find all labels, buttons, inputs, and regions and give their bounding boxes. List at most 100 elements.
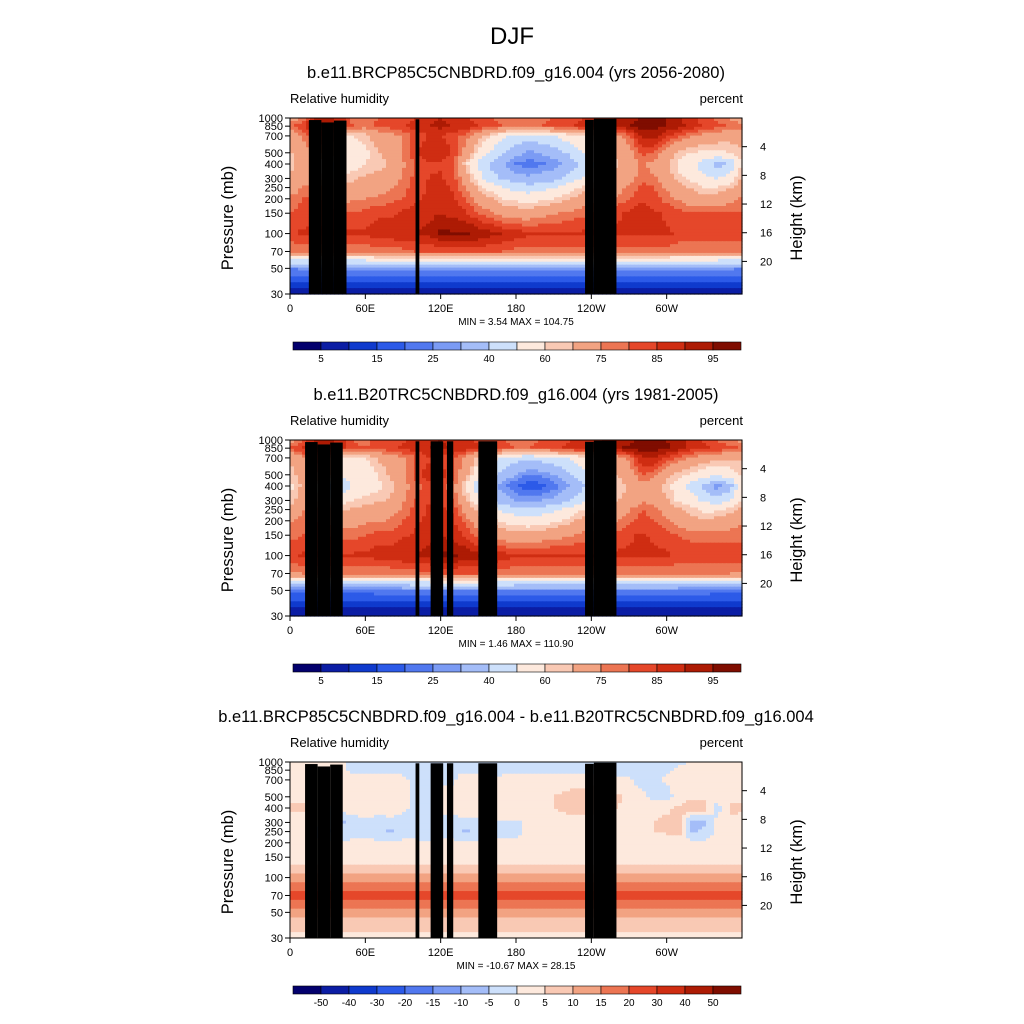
field-cell	[390, 138, 395, 143]
field-cell	[494, 153, 499, 157]
field-cell	[690, 147, 695, 151]
field-cell	[574, 138, 579, 143]
field-cell	[666, 120, 671, 125]
field-cell	[534, 153, 539, 157]
field-cell	[554, 129, 559, 134]
field-cell	[738, 129, 743, 134]
field-cell	[482, 126, 487, 131]
field-cell	[650, 153, 655, 157]
field-cell	[686, 150, 691, 154]
field-cell	[718, 118, 723, 122]
field-cell	[618, 118, 623, 122]
field-cell	[518, 126, 523, 131]
field-cell	[578, 144, 583, 148]
field-cell	[538, 126, 543, 131]
field-cell	[502, 147, 507, 151]
field-cell	[502, 153, 507, 157]
field-cell	[534, 132, 539, 137]
field-cell	[734, 120, 739, 125]
field-cell	[714, 123, 719, 128]
field-cell	[290, 120, 295, 125]
field-cell	[462, 123, 467, 128]
field-cell	[510, 144, 515, 148]
field-cell	[642, 135, 647, 140]
field-cell	[294, 118, 299, 122]
field-cell	[666, 141, 671, 145]
field-cell	[386, 118, 391, 122]
field-cell	[426, 144, 431, 148]
field-cell	[730, 132, 735, 137]
field-cell	[482, 118, 487, 122]
field-cell	[618, 126, 623, 131]
field-cell	[502, 150, 507, 154]
field-cell	[670, 129, 675, 134]
field-cell	[538, 150, 543, 154]
field-cell	[358, 153, 363, 157]
field-cell	[630, 118, 635, 122]
field-cell	[486, 153, 491, 157]
field-cell	[378, 138, 383, 143]
field-cell	[566, 141, 571, 145]
field-cell	[346, 138, 351, 143]
field-cell	[422, 129, 427, 134]
field-cell	[638, 138, 643, 143]
field-cell	[474, 150, 479, 154]
field-cell	[618, 153, 623, 157]
field-cell	[722, 150, 727, 154]
field-cell	[426, 132, 431, 137]
field-cell	[290, 123, 295, 128]
field-cell	[370, 132, 375, 137]
field-cell	[454, 138, 459, 143]
field-cell	[306, 118, 311, 122]
field-cell	[470, 120, 475, 125]
field-cell	[650, 150, 655, 154]
field-cell	[554, 150, 559, 154]
field-cell	[434, 144, 439, 148]
field-cell	[458, 153, 463, 157]
field-cell	[466, 147, 471, 151]
field-cell	[418, 153, 423, 157]
field-cell	[458, 144, 463, 148]
field-cell	[730, 138, 735, 143]
field-cell	[450, 153, 455, 157]
field-cell	[626, 150, 631, 154]
field-cell	[510, 118, 515, 122]
field-cell	[722, 118, 727, 122]
field-cell	[690, 118, 695, 122]
field-cell	[626, 141, 631, 145]
field-cell	[422, 150, 427, 154]
field-cell	[514, 132, 519, 137]
field-cell	[482, 153, 487, 157]
field-cell	[450, 120, 455, 125]
field-cell	[354, 138, 359, 143]
field-cell	[366, 138, 371, 143]
field-cell	[394, 126, 399, 131]
field-cell	[418, 126, 423, 131]
field-cell	[490, 138, 495, 143]
field-cell	[354, 123, 359, 128]
field-cell	[698, 150, 703, 154]
field-cell	[490, 135, 495, 140]
field-cell	[678, 153, 683, 157]
field-cell	[354, 147, 359, 151]
field-cell	[570, 129, 575, 134]
field-cell	[726, 141, 731, 145]
field-cell	[390, 147, 395, 151]
field-cell	[454, 141, 459, 145]
field-cell	[734, 123, 739, 128]
field-cell	[478, 153, 483, 157]
field-cell	[722, 135, 727, 140]
field-cell	[562, 144, 567, 148]
field-cell	[406, 132, 411, 137]
field-cell	[674, 126, 679, 131]
field-cell	[474, 153, 479, 157]
field-cell	[578, 118, 583, 122]
field-cell	[650, 144, 655, 148]
field-cell	[302, 126, 307, 131]
field-cell	[570, 132, 575, 137]
field-cell	[738, 120, 743, 125]
field-cell	[630, 135, 635, 140]
field-cell	[458, 126, 463, 131]
field-cell	[394, 153, 399, 157]
field-cell	[482, 150, 487, 154]
